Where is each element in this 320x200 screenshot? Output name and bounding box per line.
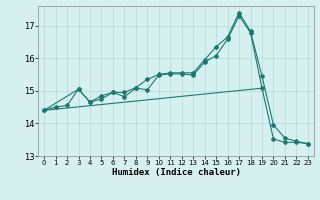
X-axis label: Humidex (Indice chaleur): Humidex (Indice chaleur) [111, 168, 241, 177]
